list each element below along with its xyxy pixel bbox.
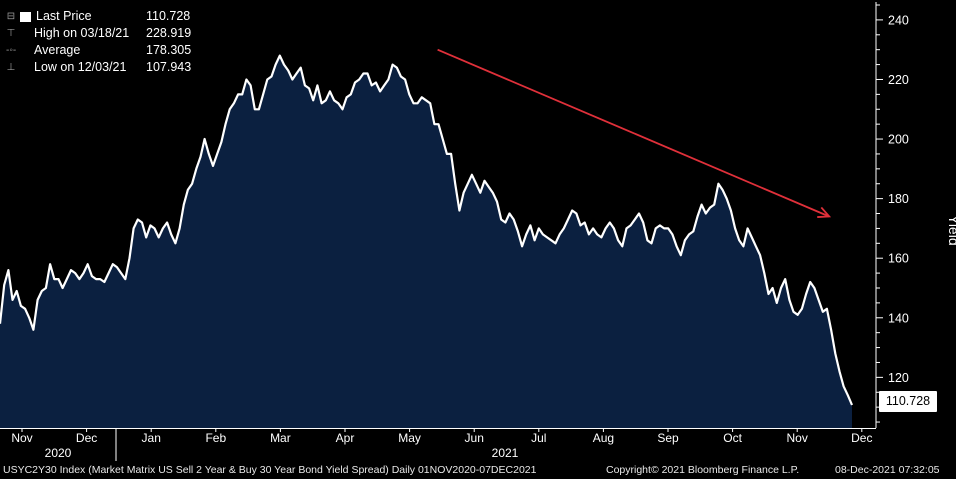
last-price-value: 110.728 (146, 9, 191, 23)
price-line-layer (0, 54, 854, 406)
x-month-label: Oct (723, 431, 742, 445)
legend-average[interactable]: -◦- Average 178.305 (0, 42, 200, 59)
x-month-label: Mar (270, 431, 291, 445)
y-tick-label: 200 (888, 133, 909, 147)
low-marker-icon: ⊥ (6, 62, 16, 73)
footer-description: USYC2Y30 Index (Market Matrix US Sell 2 … (3, 464, 537, 476)
x-month-label: Dec (851, 431, 872, 445)
y-tick-label: 160 (888, 252, 909, 266)
low-label: Low on 12/03/21 (34, 60, 127, 74)
x-month-label: Dec (76, 431, 97, 445)
average-marker-icon: -◦- (6, 45, 17, 56)
last-value-tag: 110.728 (879, 391, 937, 412)
y-tick-label: 220 (888, 73, 909, 87)
x-month-label: Apr (336, 431, 355, 445)
x-month-label: Aug (593, 431, 614, 445)
x-month-label: Feb (205, 431, 226, 445)
x-month-label: Jul (531, 431, 546, 445)
y-tick-label: 120 (888, 371, 909, 385)
axes-layer: 120 140 160 180 200 220 240 Nov Dec Jan Feb Mar Apr M… (0, 2, 909, 461)
area-fill (0, 55, 852, 428)
footer-timestamp: 08-Dec-2021 07:32:05 (835, 464, 940, 476)
x-month-label: Jan (142, 431, 161, 445)
footer-copyright: Copyright© 2021 Bloomberg Finance L.P. (606, 464, 800, 476)
high-marker-icon: ⊤ (6, 28, 16, 39)
x-month-label: Sep (657, 431, 679, 445)
x-month-label: May (398, 431, 421, 445)
area-fill-layer (0, 55, 852, 428)
trend-arrow-layer (437, 48, 832, 218)
collapse-icon[interactable]: ⊟ (6, 11, 16, 22)
low-value: 107.943 (146, 60, 192, 74)
last-price-label: Last Price (36, 9, 92, 23)
legend-low[interactable]: ⊥ Low on 12/03/21 107.943 (0, 59, 200, 76)
high-label: High on 03/18/21 (34, 26, 130, 40)
chart-footer: USYC2Y30 Index (Market Matrix US Sell 2 … (0, 462, 956, 479)
average-value: 178.305 (146, 43, 192, 57)
legend-last-price[interactable]: ⊟ Last Price 110.728 (0, 8, 200, 25)
high-value: 228.919 (146, 26, 192, 40)
trend-arrow-head (817, 206, 832, 218)
x-month-label: Jun (465, 431, 484, 445)
legend-panel: ⊟ Last Price 110.728 ⊤ High on 03/18/21 … (0, 8, 200, 78)
trend-arrow-line (437, 48, 830, 218)
last-price-swatch (20, 12, 31, 22)
y-tick-label: 240 (888, 13, 909, 27)
x-year-label: 2020 (45, 446, 72, 460)
x-year-label: 2021 (492, 446, 519, 460)
x-month-label: Nov (787, 431, 808, 445)
legend-high[interactable]: ⊤ High on 03/18/21 228.919 (0, 25, 200, 42)
average-label: Average (34, 43, 81, 57)
y-tick-label: 140 (888, 311, 909, 325)
price-line (0, 54, 854, 406)
x-month-label: Nov (11, 431, 32, 445)
y-axis-title: Yield (946, 215, 956, 246)
y-tick-label: 180 (888, 192, 909, 206)
